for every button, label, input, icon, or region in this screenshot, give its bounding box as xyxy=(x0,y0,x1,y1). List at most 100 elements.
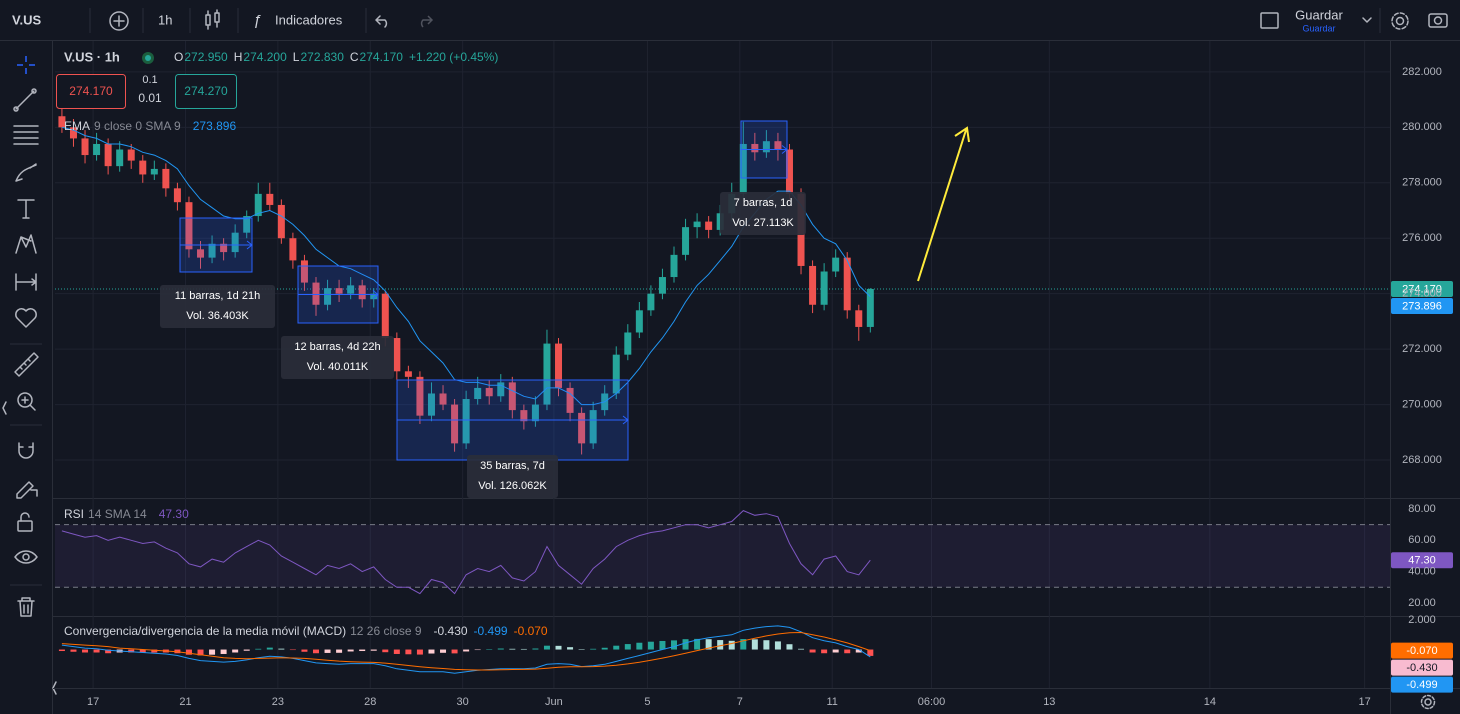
candle-body xyxy=(843,257,851,311)
macd-hist-value: -0.430 xyxy=(434,624,468,638)
macd-histogram-bar xyxy=(324,649,331,653)
pattern-tool[interactable] xyxy=(15,234,37,254)
rsi-value: 47.30 xyxy=(159,507,189,521)
candle-body xyxy=(508,382,516,411)
macd-histogram-bar xyxy=(428,649,435,654)
macd-params: 12 26 close 9 xyxy=(350,624,422,638)
macd-histogram-bar xyxy=(301,649,308,652)
macd-histogram-bar xyxy=(440,649,447,653)
last-price-badge-bg xyxy=(1391,280,1453,297)
arrow-drawing[interactable] xyxy=(917,126,970,282)
axis-badges: 274.170 273.896 47.30 -0.070 -0.430 -0.499 xyxy=(1391,280,1453,693)
x-tick-label: 5 xyxy=(644,696,650,708)
macd-histogram-bar xyxy=(497,648,504,650)
save-menu[interactable] xyxy=(1362,17,1372,23)
interval-button[interactable]: 1h xyxy=(158,12,172,27)
candle-body xyxy=(116,149,124,167)
lock-tool[interactable] xyxy=(17,512,33,532)
candle-body xyxy=(150,168,158,175)
save-button[interactable]: Guardar xyxy=(1295,7,1343,22)
axis-settings-button[interactable] xyxy=(1420,694,1436,710)
macd-histogram-bar xyxy=(694,638,701,650)
measurement[interactable]: 7 barras, 1d Vol. 27.113K xyxy=(720,120,806,235)
candle-body xyxy=(347,285,355,294)
macd-histogram-bar xyxy=(578,649,585,650)
candle-body xyxy=(69,127,77,139)
macd-histogram-bar xyxy=(786,644,793,650)
macd-histogram-bar xyxy=(613,645,620,650)
trendline-tool[interactable] xyxy=(13,88,37,112)
macd-badge-bg xyxy=(1391,676,1453,693)
measurement[interactable]: 35 barras, 7d Vol. 126.062K xyxy=(396,379,629,498)
candle-body xyxy=(624,332,632,355)
redo-button[interactable] xyxy=(420,15,434,28)
candle-body xyxy=(762,141,770,153)
candle-body xyxy=(820,271,828,305)
magnet-tool[interactable] xyxy=(18,442,34,459)
ohlc-value: 274.200 xyxy=(243,50,287,64)
y-tick-label: 270.000 xyxy=(1402,398,1442,410)
candle-body xyxy=(231,232,239,253)
chart-type-button[interactable] xyxy=(205,9,220,30)
rsi-badge-bg xyxy=(1391,552,1453,569)
favorites-tool[interactable] xyxy=(15,308,37,328)
measurement[interactable]: 12 barras, 4d 22h Vol. 40.011K xyxy=(281,265,394,379)
undo-button[interactable] xyxy=(375,15,388,28)
stay-drawing-tool[interactable] xyxy=(16,481,38,499)
measure-bars: 11 barras, 1d 21h xyxy=(175,290,260,302)
macd-histogram-bar xyxy=(255,648,262,650)
macd-histogram-bar xyxy=(509,648,516,650)
ema-line xyxy=(61,126,871,406)
x-tick-label: 7 xyxy=(737,696,743,708)
projection-tool[interactable] xyxy=(15,273,37,291)
order-panel: 274.170 0.1 0.01 274.270 xyxy=(56,74,237,109)
y-tick-label: 282.000 xyxy=(1402,66,1442,78)
zoom-tool[interactable] xyxy=(17,392,36,411)
fib-tool[interactable] xyxy=(13,125,39,145)
macd-histogram-bar xyxy=(82,649,89,653)
candle-body xyxy=(497,382,505,397)
candle-body xyxy=(127,149,135,161)
measurement[interactable]: 11 barras, 1d 21h Vol. 36.403K xyxy=(160,217,275,328)
ema-legend: EMA 9 close 0 SMA 9 273.896 xyxy=(64,119,236,133)
candle-body xyxy=(277,204,285,239)
measure-tool[interactable] xyxy=(14,352,39,377)
x-tick-label: 11 xyxy=(826,696,837,708)
indicators-button[interactable]: ƒ Indicadores xyxy=(253,12,343,29)
measure-arrow-head xyxy=(781,145,788,154)
spread-top: 0.1 xyxy=(142,74,157,86)
crosshair-tool[interactable] xyxy=(17,56,35,74)
brush-tool[interactable] xyxy=(15,163,37,182)
macd-histogram-bar xyxy=(312,649,319,654)
measure-volume: Vol. 36.403K xyxy=(186,310,249,322)
candle-body xyxy=(809,265,817,305)
measure-volume: Vol. 27.113K xyxy=(732,217,794,229)
y-tick-label: 274.000 xyxy=(1402,288,1442,300)
candle-body xyxy=(520,410,528,422)
candle-body xyxy=(289,238,297,261)
add-symbol-button[interactable] xyxy=(109,11,129,31)
macd-histogram-bar xyxy=(821,649,828,654)
settings-button[interactable] xyxy=(1391,12,1409,30)
measure-bars: 7 barras, 1d xyxy=(734,197,793,209)
delete-tool[interactable] xyxy=(17,597,35,617)
macd-histogram-bar xyxy=(717,640,724,650)
collapse-toolbar[interactable] xyxy=(2,401,7,415)
ohlc-value: 274.170 xyxy=(360,50,404,64)
candle-body xyxy=(670,254,678,278)
ohlc-value: 272.830 xyxy=(300,50,344,64)
text-tool[interactable] xyxy=(17,199,35,219)
symbol-button[interactable]: V.US xyxy=(12,12,41,27)
macd-histogram-bar xyxy=(532,648,539,650)
hide-tool[interactable] xyxy=(14,550,38,564)
ohlc-key: L xyxy=(293,50,300,64)
top-toolbar: V.US 1h ƒ Indicadores Guardar Guardar xyxy=(0,7,1460,41)
rsi-params: 14 SMA 14 xyxy=(88,507,147,521)
layout-button[interactable] xyxy=(1260,12,1279,29)
screenshot-button[interactable] xyxy=(1428,13,1448,28)
sell-button[interactable] xyxy=(56,74,126,109)
macd-histogram-bar xyxy=(393,649,400,654)
buy-button[interactable] xyxy=(175,74,237,109)
macd-histogram-bar xyxy=(867,649,874,656)
